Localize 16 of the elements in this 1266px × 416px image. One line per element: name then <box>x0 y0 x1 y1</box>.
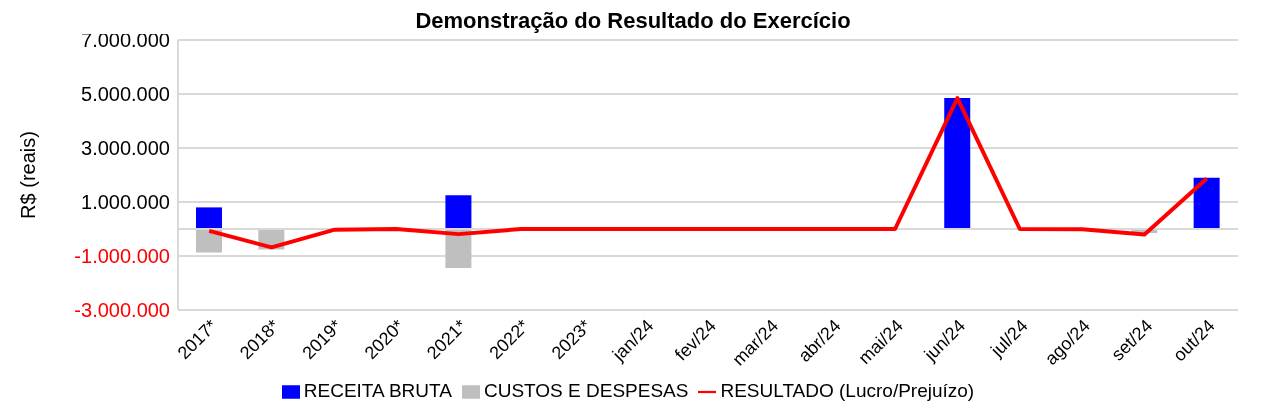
bar <box>944 98 971 229</box>
legend-label: RECEITA BRUTA <box>303 380 452 401</box>
bar <box>1193 177 1220 229</box>
y-tick-label: 5.000.000 <box>81 83 170 105</box>
y-tick-label: -3.000.000 <box>74 299 170 321</box>
legend-label: RESULTADO (Lucro/Prejuízo) <box>720 380 975 401</box>
bar <box>196 207 222 229</box>
y-tick-label: -1.000.000 <box>74 245 170 267</box>
y-axis-title: R$ (reais) <box>17 131 40 219</box>
y-tick-label: 3.000.000 <box>81 137 170 159</box>
y-tick-label: 7.000.000 <box>81 29 170 51</box>
bar <box>445 195 472 229</box>
chart-title: Demonstração do Resultado do Exercício <box>415 8 851 33</box>
line-series <box>207 96 1209 250</box>
y-tick-label: 1.000.000 <box>81 191 170 213</box>
legend-label: CUSTOS E DESPESAS <box>483 380 689 401</box>
